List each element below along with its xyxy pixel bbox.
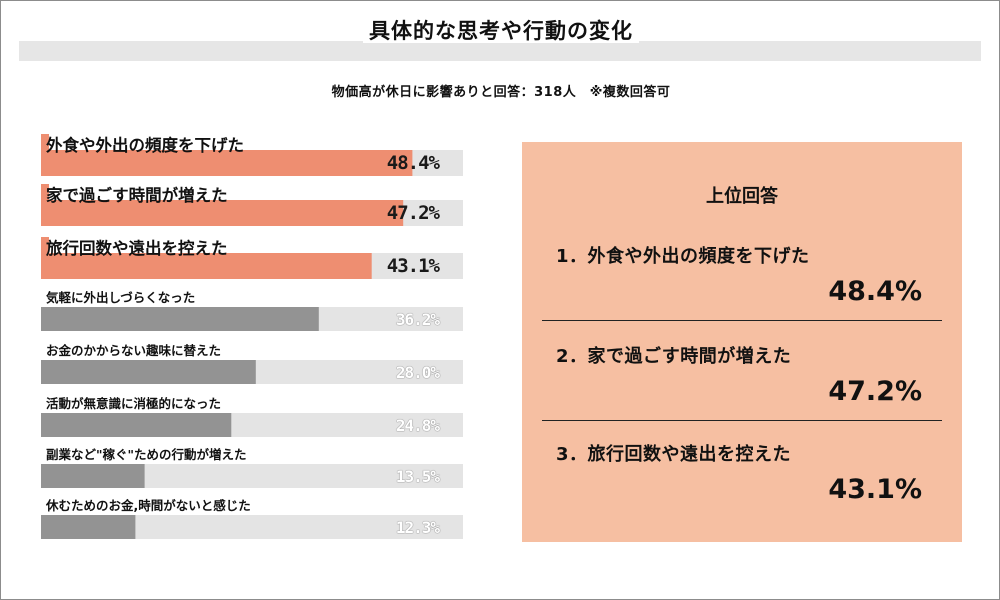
bar-label-6: 活動が無意識に消極的になった [46,396,222,411]
rank-value-3: 43.1% [828,474,922,505]
rank-label-1: 1．外食や外出の頻度を下げた [556,246,810,267]
rank-value-2: 47.2% [828,376,922,407]
bar-7 [41,464,145,488]
bar-chart-svg [41,134,463,539]
bar-accent-2 [41,184,49,200]
bar-1 [41,150,413,176]
page-title-text: 具体的な思考や行動の変化 [363,19,639,43]
bar-8 [41,515,136,539]
page-title: 具体的な思考や行動の変化 [1,15,999,45]
bar-accent-3 [41,237,49,253]
bar-value-label-7: 13.5% [395,467,440,486]
bar-value-label-8: 12.3% [395,518,440,537]
bar-accent-1 [41,134,49,150]
rank-value-1: 48.4% [828,276,922,307]
page-subtitle: 物価高が休日に影響ありと回答：318人 ※複数回答可 [331,85,671,100]
bar-3 [41,253,372,279]
bar-value-label-2: 47.2% [386,202,440,224]
bar-label-7: 副業など"稼ぐ"ための行動が増えた [46,447,247,462]
bar-value-label-1: 48.4% [386,152,440,174]
bar-value-label-4: 36.2% [395,310,440,329]
bar-6 [41,413,232,437]
bar-label-8: 休むためのお金,時間がないと感じた [46,498,251,513]
bar-label-3: 旅行回数や遠出を控えた [46,239,228,258]
bar-label-2: 家で過ごす時間が増えた [46,186,228,205]
top-answers-panel: 上位回答 1．外食や外出の頻度を下げた 48.4% 2．家で過ごす時間が増えた … [522,142,962,542]
bar-2 [41,200,404,226]
bar-value-label-3: 43.1% [386,255,440,277]
bar-chart: 外食や外出の頻度を下げた 48.4% 家で過ごす時間が増えた 47.2% 旅行回数や遠出… [1,1,471,599]
bar-label-1: 外食や外出の頻度を下げた [46,136,244,155]
title-band [19,41,981,61]
bar-label-5: お金のかからない趣味に替えた [46,343,222,358]
panel-heading: 上位回答 [706,186,778,207]
bar-4 [41,307,319,331]
bar-label-4: 気軽に外出しづらくなった [46,290,196,305]
rank-label-2: 2．家で過ごす時間が増えた [556,346,792,367]
bar-5 [41,360,256,384]
bar-value-label-5: 28.0% [395,363,440,382]
bar-value-label-6: 24.8% [395,416,440,435]
rank-label-3: 3．旅行回数や遠出を控えた [556,444,792,465]
rank-divider-1 [542,320,942,321]
rank-divider-2 [542,420,942,421]
